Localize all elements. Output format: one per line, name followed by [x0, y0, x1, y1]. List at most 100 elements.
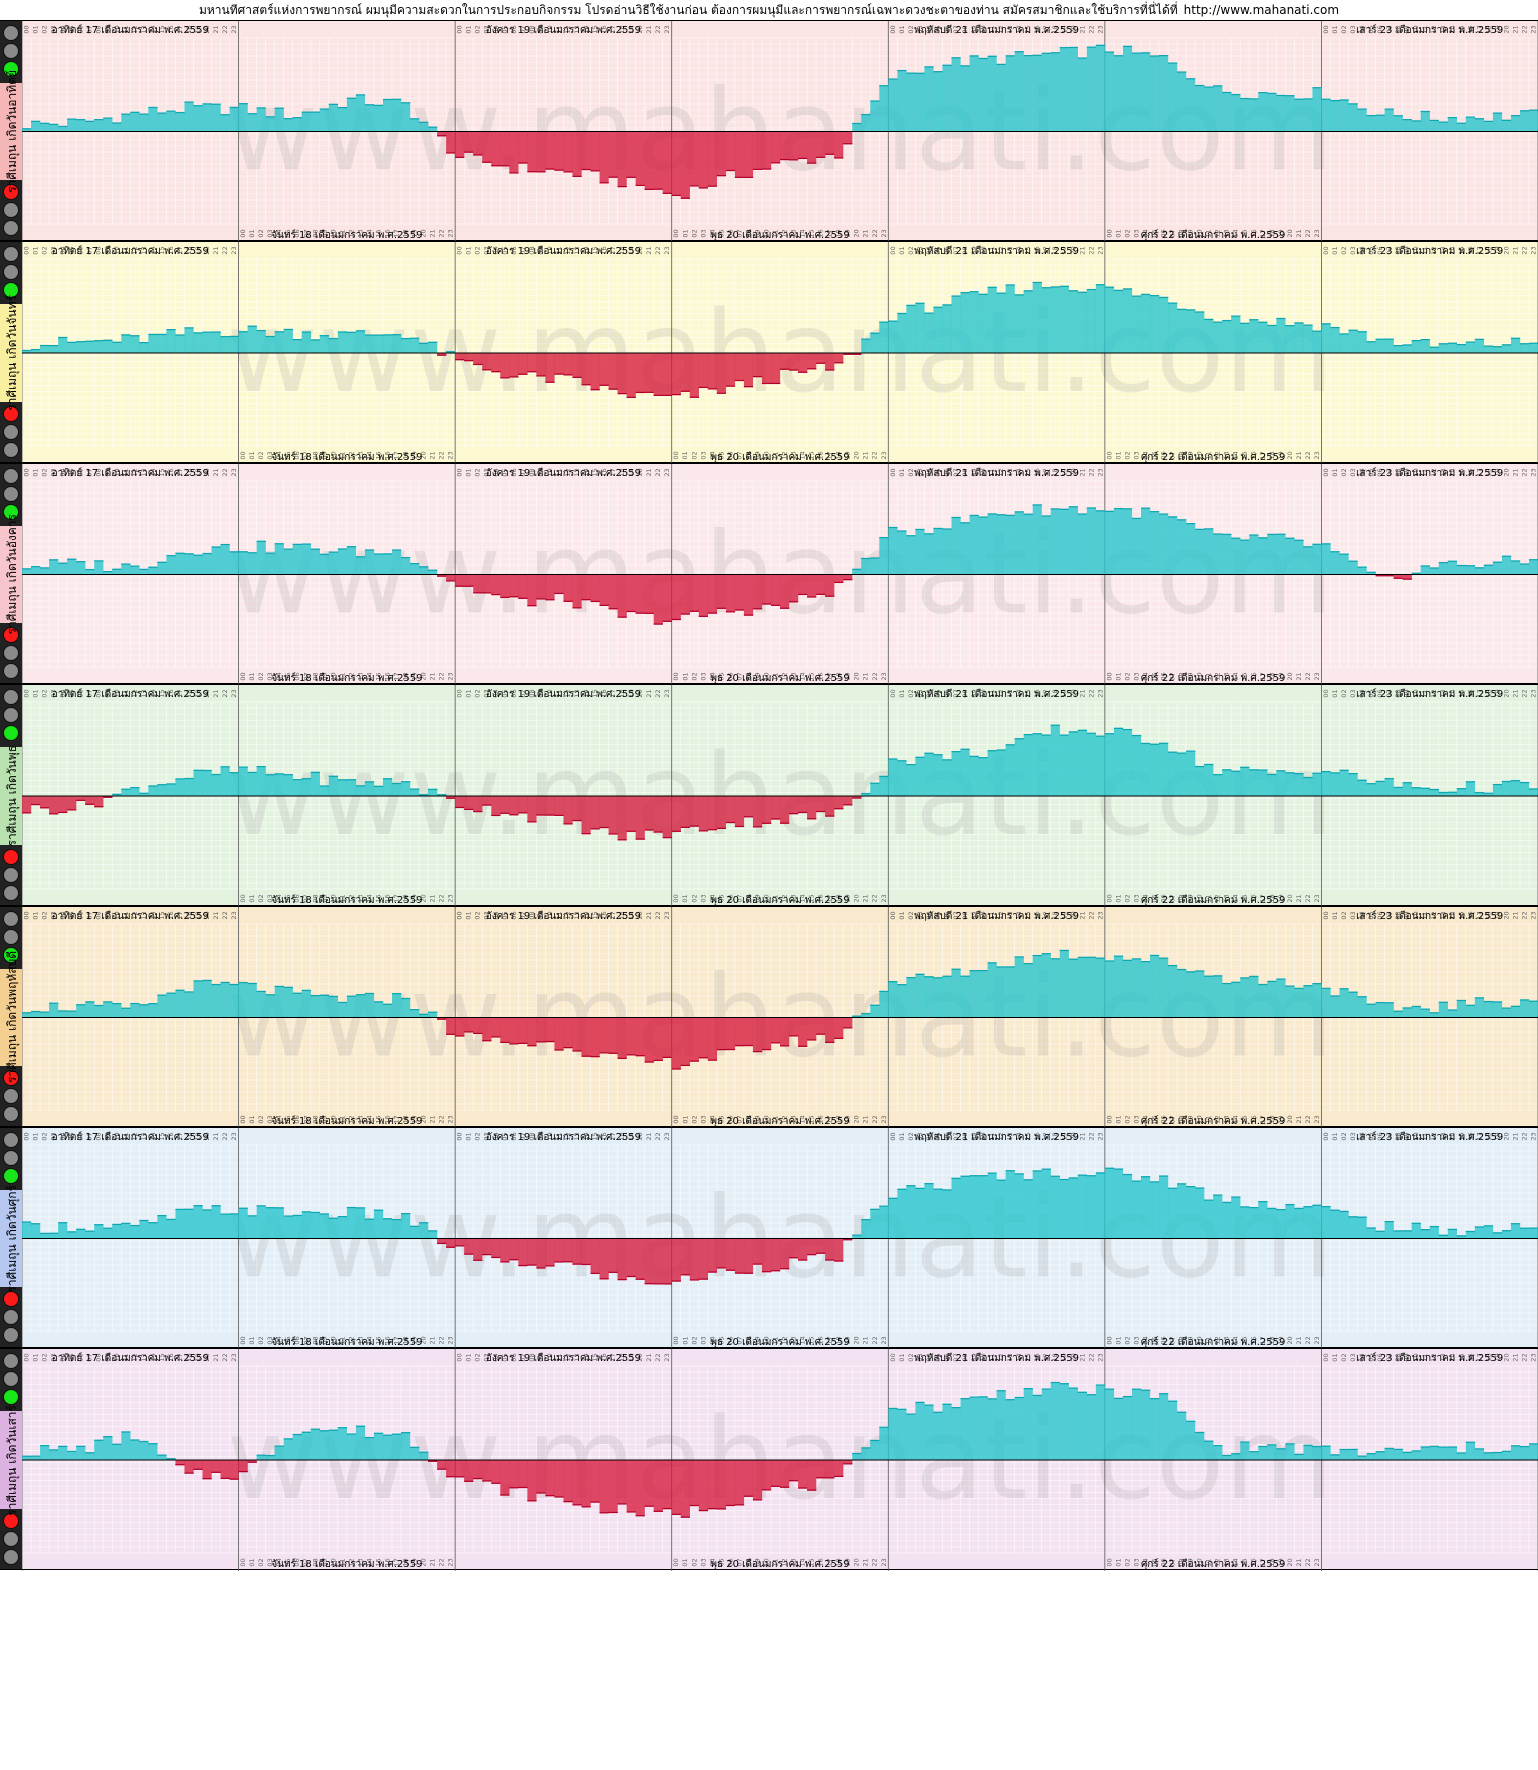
- day-label: พฤหัสบดี 21 เดือนมกราคม พ.ศ.2559: [914, 1352, 1079, 1364]
- bar: [1077, 291, 1088, 353]
- hour-tick-label: 14: [1448, 246, 1456, 254]
- day-label: พุธ 20 เดือนมกราคม พ.ศ.2559: [710, 894, 849, 906]
- bar: [391, 782, 402, 796]
- hour-tick-label: 15: [1457, 25, 1465, 33]
- bar-cap: [951, 968, 961, 970]
- bar-cap: [1032, 1394, 1042, 1397]
- bar: [770, 353, 781, 385]
- hour-tick-label: 18: [835, 894, 843, 902]
- bar: [527, 574, 537, 607]
- bar: [229, 1460, 239, 1480]
- bar-cap: [825, 1041, 835, 1043]
- hour-tick-label: 20: [636, 246, 644, 254]
- bar: [58, 562, 68, 575]
- bar-cap: [1113, 1397, 1124, 1400]
- bar-cap: [752, 608, 763, 610]
- hour-tick-label: 05: [1367, 689, 1375, 697]
- hour-tick-label: 18: [1484, 468, 1492, 476]
- bar-cap: [103, 1227, 113, 1229]
- bar-cap: [283, 1438, 293, 1440]
- hour-tick-label: 02: [907, 1353, 915, 1361]
- hour-tick-label: 23: [663, 689, 671, 697]
- bar: [1231, 1453, 1241, 1460]
- bar-cap: [1267, 773, 1277, 776]
- bar-cap: [942, 1189, 952, 1191]
- bar: [608, 574, 618, 610]
- hour-tick-label: 12: [1430, 1132, 1438, 1140]
- bar-cap: [509, 376, 519, 378]
- bar: [689, 574, 699, 612]
- hour-tick-label: 11: [988, 468, 996, 476]
- header-url-link[interactable]: http://www.mahanati.com: [1183, 3, 1340, 17]
- grey-light-icon: [3, 885, 19, 901]
- hour-tick-label: 03: [1132, 1558, 1140, 1566]
- bar-cap: [238, 766, 248, 768]
- bar-cap: [419, 794, 429, 796]
- hour-tick-label: 22: [1087, 246, 1095, 254]
- bar-cap: [148, 566, 158, 568]
- day-label: พฤหัสบดี 21 เดือนมกราคม พ.ศ.2559: [914, 24, 1079, 36]
- bar: [373, 1209, 384, 1239]
- hour-tick-label: 09: [1403, 689, 1411, 697]
- bar: [1168, 1400, 1178, 1460]
- day-label: ศุกร์ 22 เดือนมกราคม พ.ศ.2559: [1141, 894, 1285, 906]
- hour-tick-label: 23: [1529, 1132, 1537, 1140]
- bar: [1149, 55, 1160, 132]
- bar: [1095, 284, 1106, 353]
- bar-cap: [1113, 1168, 1124, 1170]
- bar: [1393, 786, 1403, 796]
- hour-tick-label: 06: [943, 246, 951, 254]
- hour-tick-label: 10: [979, 1353, 987, 1361]
- hour-tick-label: 02: [474, 25, 482, 33]
- bar-cap: [500, 1494, 510, 1496]
- bar-cap: [1276, 1448, 1286, 1450]
- bar: [1113, 727, 1124, 796]
- bar-cap: [671, 618, 681, 621]
- bar-cap: [1059, 734, 1069, 736]
- bar-cap: [1312, 772, 1322, 774]
- bar-cap: [473, 154, 483, 156]
- bar-cap: [536, 1041, 546, 1043]
- bar: [139, 113, 149, 132]
- bar-cap: [1104, 733, 1115, 735]
- bar-cap: [933, 527, 943, 530]
- hour-tick-label: 07: [86, 689, 94, 697]
- hour-tick-label: 01: [248, 672, 256, 680]
- hour-tick-label: 02: [474, 1132, 482, 1140]
- bar: [1402, 344, 1412, 353]
- hour-tick-label: 08: [95, 1132, 103, 1140]
- bar-cap: [572, 1263, 582, 1265]
- bar: [337, 331, 348, 353]
- hour-tick-label: 13: [356, 894, 364, 902]
- green-light-icon: [3, 1389, 19, 1405]
- hour-tick-label: 01: [465, 246, 473, 254]
- bar: [148, 1222, 158, 1239]
- bar-cap: [184, 1472, 194, 1474]
- hour-tick-label: 21: [212, 911, 220, 919]
- bar: [1474, 338, 1485, 353]
- bar-cap: [1312, 543, 1322, 545]
- hour-tick-label: 10: [113, 246, 121, 254]
- bar: [1339, 988, 1349, 1018]
- hour-tick-label: 23: [1313, 1115, 1321, 1123]
- bar: [1501, 780, 1512, 796]
- bar: [1519, 1227, 1530, 1239]
- bar-cap: [112, 793, 122, 795]
- hour-tick-label: 09: [104, 246, 112, 254]
- hour-tick-label: 17: [1042, 468, 1050, 476]
- bar: [1168, 516, 1178, 575]
- bar-cap: [780, 1045, 790, 1047]
- hour-tick-label: 11: [555, 25, 563, 33]
- hour-tick-label: 14: [365, 1336, 373, 1344]
- bar: [22, 349, 32, 353]
- bar-cap: [1159, 1175, 1169, 1177]
- hour-tick-label: 07: [519, 1132, 527, 1140]
- hour-tick-label: 18: [1484, 25, 1492, 33]
- bar: [761, 574, 772, 605]
- bar: [1005, 744, 1015, 796]
- bar: [1375, 1451, 1385, 1460]
- bar-cap: [1195, 765, 1205, 768]
- day-label: พฤหัสบดี 21 เดือนมกราคม พ.ศ.2559: [914, 910, 1079, 922]
- bar-cap: [112, 1223, 122, 1226]
- panel-label: ราศีเมถุน เกิดวันอังคาร: [0, 514, 22, 635]
